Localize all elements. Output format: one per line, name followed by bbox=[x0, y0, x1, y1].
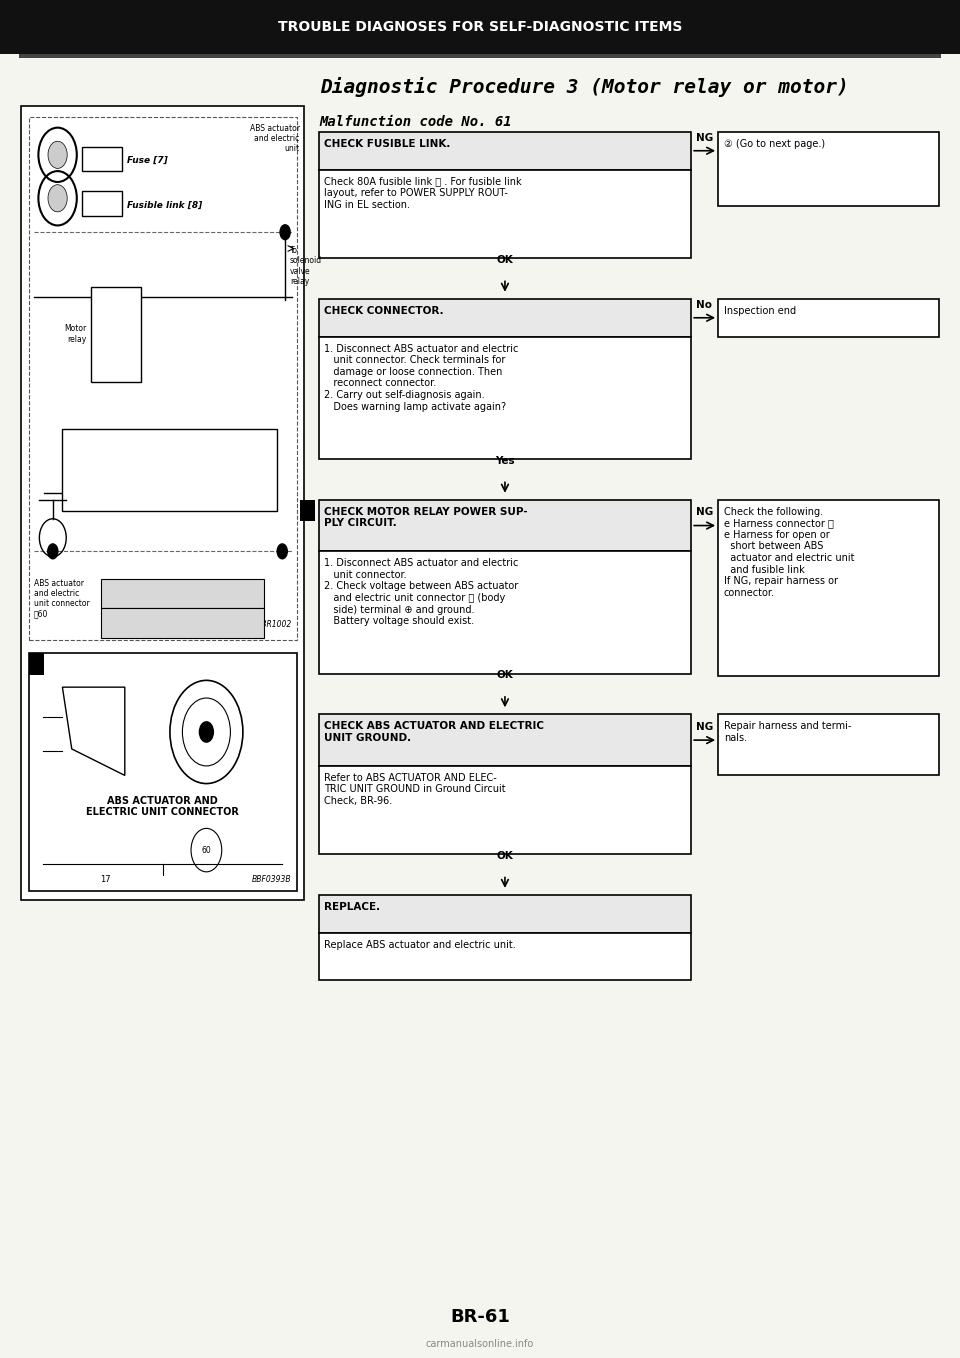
Text: 1. Disconnect ABS actuator and electric
   unit connector. Check terminals for
 : 1. Disconnect ABS actuator and electric … bbox=[324, 344, 518, 411]
Text: NG: NG bbox=[696, 722, 713, 732]
Bar bbox=[21, 106, 304, 900]
Text: Fuse [7]: Fuse [7] bbox=[127, 156, 167, 164]
Text: Malfunction code No. 61: Malfunction code No. 61 bbox=[320, 115, 513, 129]
Circle shape bbox=[47, 543, 59, 559]
Text: CHECK ABS ACTUATOR AND ELECTRIC
UNIT GROUND.: CHECK ABS ACTUATOR AND ELECTRIC UNIT GRO… bbox=[324, 721, 544, 743]
Text: Fusible link [8]: Fusible link [8] bbox=[127, 201, 202, 209]
Text: 1. Disconnect ABS actuator and electric
   unit connector.
2. Check voltage betw: 1. Disconnect ABS actuator and electric … bbox=[324, 558, 518, 626]
Text: BBR1002: BBR1002 bbox=[256, 619, 292, 629]
Bar bbox=[319, 500, 691, 551]
Text: Check 80A fusible link ␡ . For fusible link
layout, refer to POWER SUPPLY ROUT-
: Check 80A fusible link ␡ . For fusible l… bbox=[324, 177, 522, 209]
Bar bbox=[0, 0, 960, 54]
Text: Check the following.
e Harness connector Ⓤ
e Harness for open or
  short between: Check the following. e Harness connector… bbox=[724, 507, 854, 598]
Bar bbox=[82, 147, 122, 171]
Circle shape bbox=[276, 543, 288, 559]
Bar bbox=[29, 653, 297, 891]
Bar bbox=[82, 191, 122, 216]
Text: CHECK CONNECTOR.: CHECK CONNECTOR. bbox=[324, 306, 444, 315]
Text: Yes: Yes bbox=[495, 456, 515, 466]
Circle shape bbox=[279, 224, 291, 240]
Text: 60: 60 bbox=[202, 846, 211, 854]
Bar bbox=[718, 500, 939, 676]
Text: Inspection end: Inspection end bbox=[724, 306, 796, 315]
Bar bbox=[101, 608, 264, 638]
Bar bbox=[101, 579, 264, 608]
Text: ABS control unit: ABS control unit bbox=[128, 464, 212, 475]
Text: ABS actuator
and electric
unit connector
Ⓥ60: ABS actuator and electric unit connector… bbox=[34, 579, 89, 619]
Text: Motor
relay: Motor relay bbox=[64, 325, 86, 344]
Bar bbox=[319, 714, 691, 766]
Text: OK: OK bbox=[496, 255, 514, 265]
Bar bbox=[319, 766, 691, 854]
Bar bbox=[91, 287, 141, 382]
Text: 17: 17 bbox=[100, 875, 111, 884]
Bar bbox=[319, 170, 691, 258]
Circle shape bbox=[48, 185, 67, 212]
Bar bbox=[319, 551, 691, 674]
Text: ABS ACTUATOR AND
ELECTRIC UNIT CONNECTOR: ABS ACTUATOR AND ELECTRIC UNIT CONNECTOR bbox=[86, 796, 239, 818]
Text: TROUBLE DIAGNOSES FOR SELF-DIAGNOSTIC ITEMS: TROUBLE DIAGNOSES FOR SELF-DIAGNOSTIC IT… bbox=[277, 20, 683, 34]
Text: 17: 17 bbox=[196, 583, 205, 588]
Bar bbox=[718, 714, 939, 775]
Bar bbox=[19, 54, 941, 58]
Bar bbox=[718, 132, 939, 206]
Bar bbox=[718, 299, 939, 337]
Text: NG: NG bbox=[696, 133, 713, 143]
Text: Replace ABS actuator and electric unit.: Replace ABS actuator and electric unit. bbox=[324, 940, 516, 949]
Text: BBF0393B: BBF0393B bbox=[252, 875, 292, 884]
Bar bbox=[319, 933, 691, 980]
Text: ABS actuator
and electric
unit: ABS actuator and electric unit bbox=[250, 124, 300, 153]
Text: Repair harness and termi-
nals.: Repair harness and termi- nals. bbox=[724, 721, 852, 743]
Bar bbox=[319, 895, 691, 933]
Text: Diagnostic Procedure 3 (Motor relay or motor): Diagnostic Procedure 3 (Motor relay or m… bbox=[320, 77, 849, 98]
Text: ② (Go to next page.): ② (Go to next page.) bbox=[724, 139, 825, 148]
Bar bbox=[319, 299, 691, 337]
Text: No: No bbox=[696, 300, 712, 310]
Circle shape bbox=[48, 141, 67, 168]
Text: OK: OK bbox=[496, 851, 514, 861]
Bar bbox=[319, 337, 691, 459]
Text: NG: NG bbox=[696, 508, 713, 517]
Bar bbox=[319, 132, 691, 170]
Text: carmanualsonline.info: carmanualsonline.info bbox=[426, 1339, 534, 1350]
Text: 18: 18 bbox=[169, 583, 179, 588]
Text: BR-61: BR-61 bbox=[450, 1308, 510, 1327]
Text: REPLACE.: REPLACE. bbox=[324, 902, 380, 911]
Bar bbox=[62, 429, 277, 511]
Text: CHECK FUSIBLE LINK.: CHECK FUSIBLE LINK. bbox=[324, 139, 451, 148]
Circle shape bbox=[199, 721, 214, 743]
Bar bbox=[29, 653, 44, 675]
Text: OK: OK bbox=[496, 671, 514, 680]
Text: 19: 19 bbox=[250, 583, 259, 588]
Text: Refer to ABS ACTUATOR AND ELEC-
TRIC UNIT GROUND in Ground Circuit
Check, BR-96.: Refer to ABS ACTUATOR AND ELEC- TRIC UNI… bbox=[324, 773, 506, 805]
Bar bbox=[300, 500, 315, 521]
Text: 16: 16 bbox=[223, 583, 232, 588]
Bar bbox=[29, 117, 297, 640]
Text: CHECK MOTOR RELAY POWER SUP-
PLY CIRCUIT.: CHECK MOTOR RELAY POWER SUP- PLY CIRCUIT… bbox=[324, 507, 528, 528]
Text: To
solenoid
valve
relay: To solenoid valve relay bbox=[290, 246, 322, 287]
